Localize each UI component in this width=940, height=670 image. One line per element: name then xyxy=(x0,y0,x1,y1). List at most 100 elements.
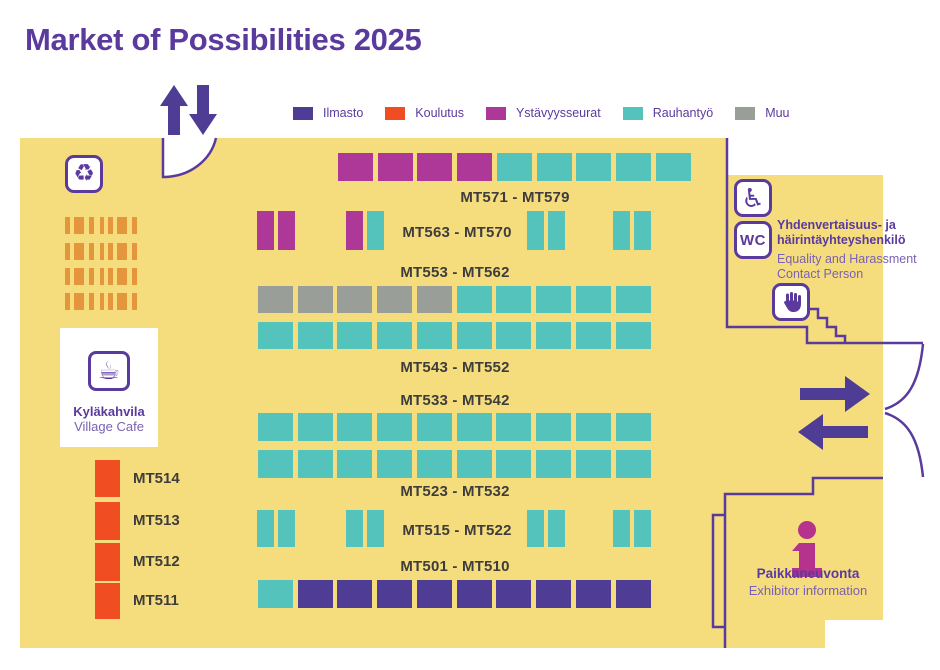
booth-cell xyxy=(95,543,120,581)
seating-hatch xyxy=(65,217,137,310)
booth-cell xyxy=(257,510,274,547)
booth-cell xyxy=(337,450,372,478)
booth-group-label: MT523 - MT532 xyxy=(400,483,510,500)
booth-cell xyxy=(496,450,531,478)
booth-cell xyxy=(377,580,412,608)
cafe-label-fi: Kyläkahvila xyxy=(73,404,145,419)
right-door-arcs xyxy=(884,343,925,478)
entrance-door-cutout xyxy=(163,138,216,177)
legend-swatch xyxy=(735,106,756,120)
booth-cell xyxy=(527,510,544,547)
booth-group-label: MT501 - MT510 xyxy=(400,558,510,575)
booth-cell xyxy=(337,413,372,441)
information-icon xyxy=(792,521,822,577)
booth-cell xyxy=(616,450,651,478)
entrance-door-arc xyxy=(161,137,218,179)
booth-cell xyxy=(258,322,293,349)
booth-group-label: MT563 - MT570 xyxy=(402,224,512,241)
booth-cell xyxy=(346,211,363,250)
booth-cell xyxy=(346,510,363,547)
booth-cell xyxy=(548,211,565,250)
booth-cell xyxy=(634,510,651,547)
village-cafe-card: ☕ Kyläkahvila Village Cafe xyxy=(60,328,158,447)
legend-label: Koulutus xyxy=(415,106,464,120)
booth-cell xyxy=(634,211,651,250)
booth-cell xyxy=(417,322,452,349)
equality-label-fi: Yhdenvertaisuus- ja häirintäyhteyshenkil… xyxy=(777,218,906,248)
booth-group-label: MT533 - MT542 xyxy=(400,392,510,409)
booth-cell xyxy=(457,413,492,441)
booth-cell xyxy=(377,322,412,349)
booth-cell xyxy=(576,413,611,441)
booth-cell xyxy=(337,322,372,349)
booth-group-label: MT553 - MT562 xyxy=(400,264,510,281)
booth-cell xyxy=(298,286,333,313)
legend-swatch xyxy=(622,106,643,120)
booth-cell xyxy=(536,322,571,349)
booth-cell xyxy=(417,286,452,313)
equality-label-en: Equality and Harassment Contact Person xyxy=(777,251,917,282)
legend-item-koulutus: Koulutus xyxy=(385,106,464,120)
booth-cell xyxy=(616,413,651,441)
booth-cell xyxy=(417,413,452,441)
legend-label: Ystävyysseurat xyxy=(515,106,601,120)
booth-cell xyxy=(457,580,492,608)
side-booth-label: MT511 xyxy=(133,592,179,609)
wc-icon: WC xyxy=(734,221,772,259)
booth-cell xyxy=(298,413,333,441)
side-booth-label: MT514 xyxy=(133,470,180,487)
booth-cell xyxy=(417,153,452,181)
wc-label: WC xyxy=(740,231,766,249)
booth-cell xyxy=(377,286,412,313)
flow-arrows-icon xyxy=(798,376,870,450)
booth-cell xyxy=(576,450,611,478)
booth-cell xyxy=(377,450,412,478)
booth-cell xyxy=(616,286,651,313)
info-label-fi: Paikkaneuvonta xyxy=(756,566,860,581)
booth-cell xyxy=(576,153,611,181)
wall-right-lower xyxy=(723,476,883,648)
booth-cell xyxy=(457,153,492,181)
legend-item-ilmasto: Ilmasto xyxy=(293,106,363,120)
cafe-label-en: Village Cafe xyxy=(74,419,144,434)
booth-cell xyxy=(496,413,531,441)
booth-cell xyxy=(298,322,333,349)
legend-swatch xyxy=(485,106,506,120)
door-leaf-bracket xyxy=(711,513,725,629)
booth-cell xyxy=(496,580,531,608)
booth-cell xyxy=(377,413,412,441)
legend-label: Muu xyxy=(765,106,790,120)
entrance-arrows-icon xyxy=(160,85,217,135)
booth-cell xyxy=(378,153,413,181)
booth-cell xyxy=(338,153,373,181)
booth-cell xyxy=(95,502,120,540)
booth-cell xyxy=(536,413,571,441)
equality-contact-block: Yhdenvertaisuus- ja häirintäyhteyshenkil… xyxy=(777,218,927,283)
legend: Ilmasto Koulutus Ystävyysseurat Rauhantyö Mu… xyxy=(293,106,790,120)
booth-cell xyxy=(367,211,384,250)
raised-hand-icon xyxy=(772,283,810,321)
info-label-en: Exhibitor information xyxy=(748,583,868,598)
page-title: Market of Possibilities 2025 xyxy=(25,22,422,57)
wheelchair-icon: ♿ xyxy=(734,179,772,217)
floor-area xyxy=(20,138,883,648)
exhibitor-info-block: Paikkaneuvonta Exhibitor information xyxy=(713,566,903,598)
side-booth-label: MT512 xyxy=(133,553,180,570)
booth-cell xyxy=(616,580,651,608)
coffee-cup-icon: ☕ xyxy=(88,351,130,391)
booth-cell xyxy=(457,286,492,313)
booth-cell xyxy=(536,450,571,478)
booth-cell xyxy=(337,286,372,313)
legend-swatch xyxy=(293,106,313,120)
booth-cell xyxy=(257,211,274,250)
booth-group-label: MT543 - MT552 xyxy=(400,359,510,376)
booth-cell xyxy=(548,510,565,547)
booth-cell xyxy=(537,153,572,181)
booth-cell xyxy=(656,153,691,181)
legend-item-muu: Muu xyxy=(735,106,790,120)
booth-cell xyxy=(278,510,295,547)
legend-item-rauhantyo: Rauhantyö xyxy=(622,106,713,120)
side-booth-label: MT513 xyxy=(133,512,180,529)
booth-cell xyxy=(527,211,544,250)
